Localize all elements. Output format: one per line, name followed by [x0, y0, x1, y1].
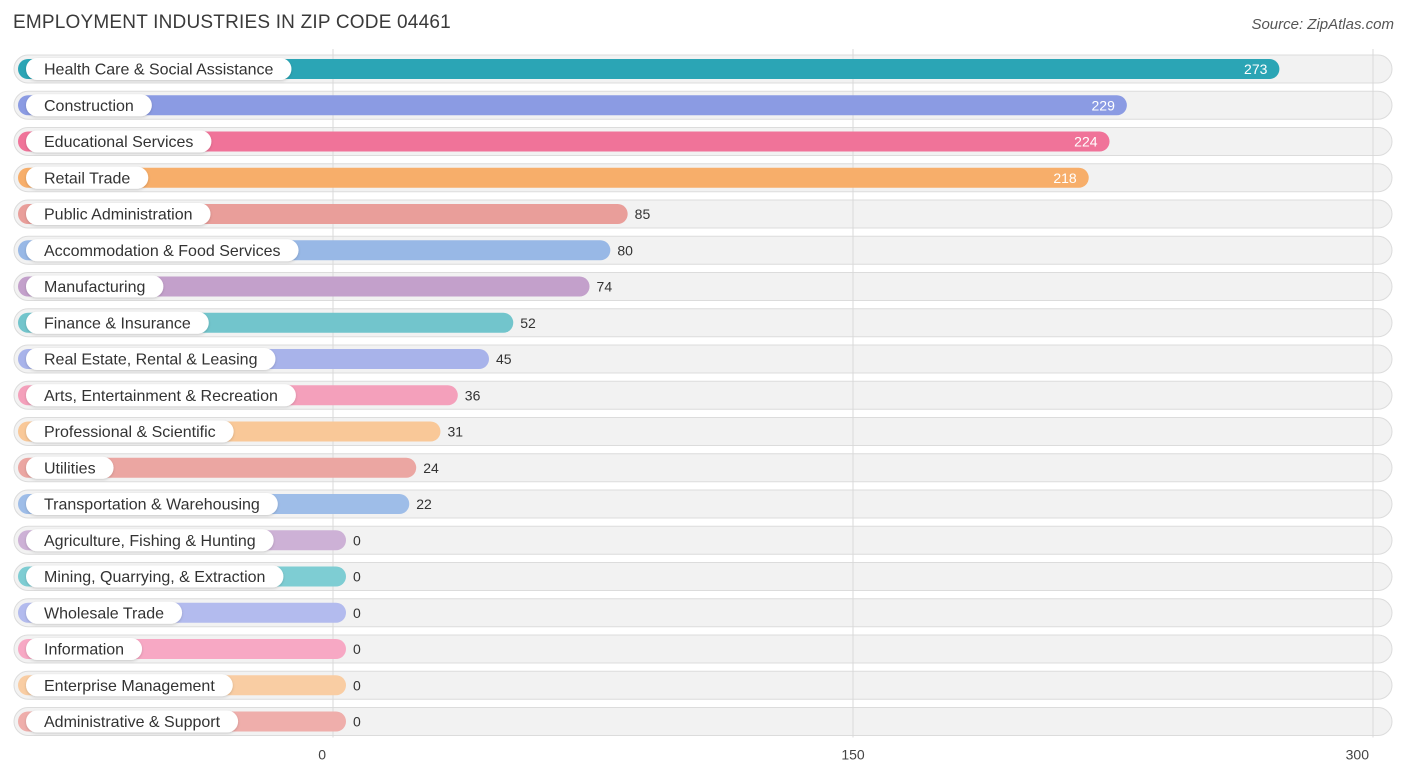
bar-label: Health Care & Social Assistance	[44, 62, 274, 79]
bar-value-label: 0	[353, 605, 361, 621]
bar-group: Utilities 24	[18, 456, 439, 479]
bar-group: Wholesale Trade 0	[18, 601, 361, 624]
bar-group: Finance & Insurance 52	[18, 311, 536, 334]
bar-label: Arts, Entertainment & Recreation	[44, 388, 278, 405]
bar-label-pill	[26, 384, 296, 407]
bar-value-label: 36	[465, 387, 481, 403]
bar	[18, 95, 1127, 116]
bar-group: Accommodation & Food Services 80	[18, 239, 633, 262]
bar-label: Professional & Scientific	[44, 424, 216, 441]
x-tick-label: 0	[318, 747, 326, 763]
bar-value-label: 74	[597, 279, 613, 295]
bar	[18, 59, 1280, 79]
chart-title: EMPLOYMENT INDUSTRIES IN ZIP CODE 04461	[13, 12, 451, 33]
bar-group: Transportation & Warehousing 22	[18, 493, 432, 515]
bar-value-label: 0	[353, 677, 361, 693]
row-track	[13, 562, 1393, 591]
bar-label-pill	[26, 130, 212, 153]
bar-label: Agriculture, Fishing & Hunting	[44, 533, 256, 550]
bar-label: Finance & Insurance	[44, 315, 191, 332]
bar-label-pill	[26, 166, 149, 189]
bar-label-pill	[26, 565, 284, 588]
bar-label: Utilities	[44, 460, 96, 477]
bar-value-label: 85	[635, 206, 651, 222]
bar-label-pill	[26, 638, 143, 660]
bar-group: Public Administration 85	[18, 203, 650, 225]
row-track	[13, 670, 1393, 700]
source-note: Source: ZipAtlas.com	[1251, 16, 1394, 33]
bar-group: Retail Trade 218	[18, 166, 1089, 189]
bar-label-pill	[26, 529, 274, 552]
bar-label: Accommodation & Food Services	[44, 243, 281, 260]
bar-label-pill	[26, 311, 209, 334]
bar-label: Mining, Quarrying, & Extraction	[44, 569, 265, 586]
bar-value-label: 0	[353, 569, 361, 585]
bar-label: Transportation & Warehousing	[44, 497, 260, 514]
bar-value-label: 80	[617, 242, 633, 258]
bar-value-label: 0	[353, 532, 361, 548]
bar-label-pill	[26, 601, 183, 624]
x-tick-label: 150	[841, 747, 865, 763]
bar-value-label: 0	[353, 714, 361, 730]
bar-label-pill	[26, 674, 233, 697]
bar-label-pill	[26, 710, 239, 733]
bar	[18, 457, 417, 478]
bar-label-pill	[26, 348, 276, 370]
chart-bars: Health Care & Social Assistance 273 Constr…	[18, 58, 1280, 733]
bar-label-pill	[26, 420, 234, 443]
bar-label: Educational Services	[44, 134, 193, 151]
x-axis: 0 150 300	[318, 747, 1369, 763]
bar-label-pill	[26, 239, 299, 262]
bar-label-pill	[26, 493, 278, 515]
bar-label-pill	[26, 275, 164, 298]
row-track	[13, 525, 1393, 555]
bar-value-label: 45	[496, 351, 512, 367]
bar-group: Professional & Scientific 31	[18, 420, 463, 443]
bar-label: Enterprise Management	[44, 678, 215, 695]
bar-label: Wholesale Trade	[44, 605, 164, 622]
bar-group: Construction 229	[18, 94, 1127, 117]
bar-label: Construction	[44, 98, 134, 115]
bar-label-pill	[26, 94, 152, 117]
bar-group: Real Estate, Rental & Leasing 45	[18, 348, 512, 370]
bar-group: Agriculture, Fishing & Hunting 0	[18, 529, 361, 552]
bar-value-label: 31	[447, 424, 463, 440]
bar-group: Mining, Quarrying, & Extraction 0	[18, 565, 361, 588]
bar-label-pill	[26, 58, 292, 80]
bar-label: Information	[44, 642, 124, 659]
bar-value-label: 52	[520, 315, 536, 331]
bar-group: Arts, Entertainment & Recreation 36	[18, 384, 481, 407]
bar-label: Real Estate, Rental & Leasing	[44, 352, 257, 369]
bar-label: Manufacturing	[44, 279, 145, 296]
bar-value-label: 273	[1244, 61, 1268, 77]
bar-group: Enterprise Management 0	[18, 674, 361, 697]
bar-value-label: 224	[1074, 134, 1098, 150]
bar-value-label: 22	[416, 496, 432, 512]
bar-label-pill	[26, 456, 114, 479]
bar-group: Educational Services 224	[18, 130, 1110, 153]
row-track	[13, 598, 1393, 628]
bar-label: Retail Trade	[44, 170, 130, 187]
bar-label-pill	[26, 203, 211, 225]
bar	[18, 167, 1089, 188]
bar-value-label: 218	[1053, 170, 1077, 186]
bar	[18, 131, 1110, 152]
bar-group: Administrative & Support 0	[18, 710, 361, 733]
bar-value-label: 229	[1092, 97, 1116, 113]
bar-label: Administrative & Support	[44, 714, 221, 731]
bar-group: Health Care & Social Assistance 273	[18, 58, 1280, 80]
row-track	[13, 707, 1393, 736]
bar-label: Public Administration	[44, 207, 193, 224]
bar-group: Information 0	[18, 638, 361, 660]
x-tick-label: 300	[1346, 747, 1370, 763]
bar-group: Manufacturing 74	[18, 275, 613, 298]
bar-value-label: 0	[353, 641, 361, 657]
bar-value-label: 24	[423, 460, 439, 476]
row-track	[13, 634, 1393, 664]
